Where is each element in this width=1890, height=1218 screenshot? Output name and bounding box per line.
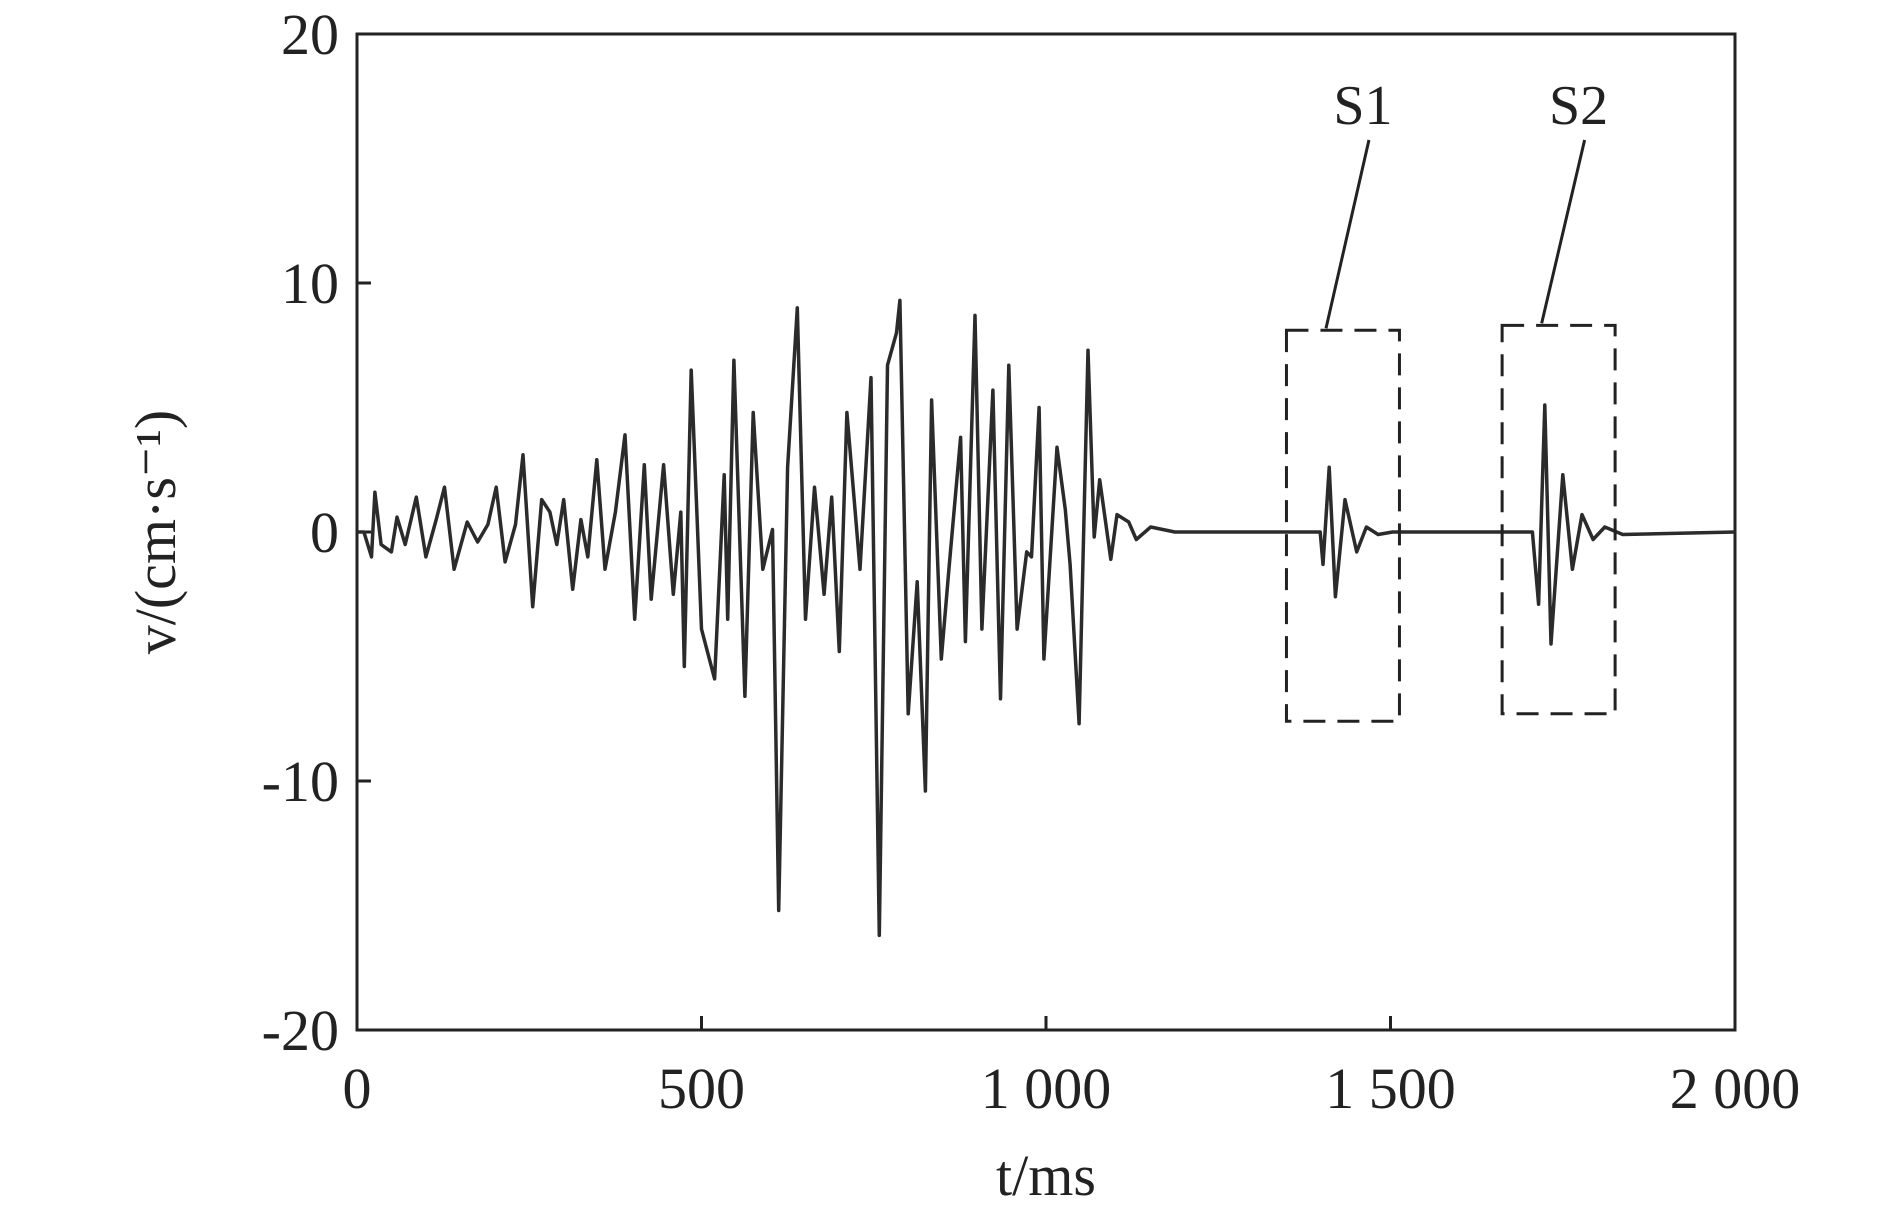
data-line [357, 298, 1736, 938]
x-tick-label: 500 [658, 1056, 745, 1121]
y-tick-label: -20 [262, 998, 339, 1063]
y-tick-label: 10 [281, 251, 339, 316]
y-axis-label: v/(cm·s⁻¹) [123, 410, 188, 655]
annotation-leader [1540, 139, 1587, 324]
x-axis-label: t/ms [996, 1143, 1096, 1208]
x-tick-label: 0 [343, 1056, 372, 1121]
annotation-box [1500, 323, 1617, 716]
y-tick-label: 0 [310, 500, 339, 565]
x-tick-label: 2 000 [1670, 1056, 1801, 1121]
annotation-leader [1324, 139, 1371, 329]
y-tick-label: 20 [281, 2, 339, 67]
annotation-label: S2 [1549, 75, 1608, 137]
annotation-box [1284, 328, 1401, 723]
x-tick-label: 1 500 [1325, 1056, 1456, 1121]
annotation-label: S1 [1333, 75, 1392, 137]
x-tick-label: 1 000 [981, 1056, 1112, 1121]
y-tick-label: -10 [262, 749, 339, 814]
